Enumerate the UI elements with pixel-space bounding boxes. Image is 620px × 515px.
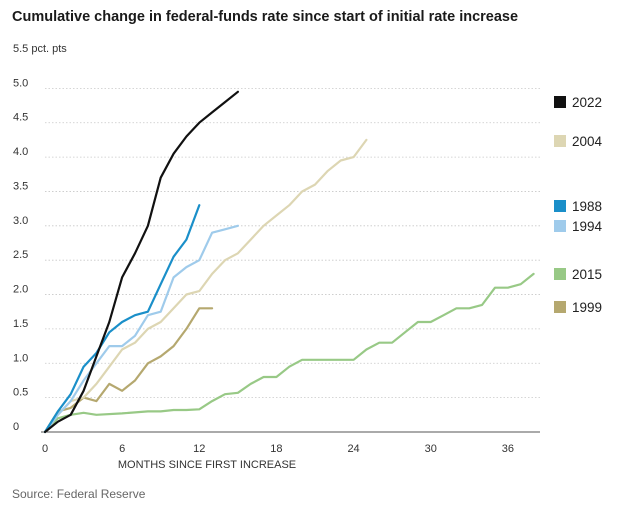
series-line-1994 — [43, 224, 239, 434]
legend-label-2015: 2015 — [572, 267, 602, 282]
series-lines — [43, 90, 535, 434]
legend-label-1994: 1994 — [572, 219, 603, 234]
y-tick-label: 2.0 — [13, 284, 28, 296]
y-tick-label: 4.0 — [13, 146, 28, 158]
y-tick-label: 4.5 — [13, 112, 28, 124]
legend-label-2004: 2004 — [572, 134, 603, 149]
series-line-2022 — [43, 90, 239, 434]
x-axis-label: MONTHS SINCE FIRST INCREASE — [118, 459, 296, 471]
y-tick-labels: 0 0.5 1.0 1.5 2.0 2.5 3.0 3.5 4.0 4.5 5.0 5.5 pct. … — [13, 43, 67, 433]
legend-label-2022: 2022 — [572, 95, 602, 110]
grid-lines — [45, 87, 540, 399]
legend: 2022 2004 1988 1994 2015 1999 — [554, 95, 603, 315]
y-tick-label: 5.0 — [13, 77, 28, 89]
legend-swatch-1994 — [554, 220, 566, 232]
series-line-2015 — [43, 272, 535, 434]
source-note: Source: Federal Reserve — [12, 487, 146, 501]
x-tick-label: 30 — [425, 443, 437, 455]
x-tick-label: 18 — [270, 443, 282, 455]
x-tick-label: 24 — [347, 443, 359, 455]
y-tick-label: 5.5 pct. pts — [13, 43, 67, 55]
x-tick-label: 0 — [42, 443, 48, 455]
y-tick-label: 2.5 — [13, 249, 28, 261]
series-line-1999 — [43, 307, 214, 434]
x-tick-label: 36 — [502, 443, 514, 455]
legend-swatch-1999 — [554, 301, 566, 313]
y-tick-label: 3.5 — [13, 180, 28, 192]
legend-swatch-2022 — [554, 96, 566, 108]
y-tick-label: 0.5 — [13, 387, 28, 399]
series-line-2004 — [43, 138, 368, 434]
x-tick-label: 6 — [119, 443, 125, 455]
legend-swatch-2004 — [554, 135, 566, 147]
legend-swatch-2015 — [554, 268, 566, 280]
y-tick-label: 1.5 — [13, 318, 28, 330]
series-line-1988 — [43, 204, 201, 434]
x-tick-label: 12 — [193, 443, 205, 455]
legend-swatch-1988 — [554, 200, 566, 212]
y-tick-label: 0 — [13, 421, 19, 433]
x-tick-labels: 0 6 12 18 24 30 36 — [42, 443, 514, 455]
y-tick-label: 1.0 — [13, 352, 28, 364]
legend-label-1999: 1999 — [572, 300, 602, 315]
y-tick-label: 3.0 — [13, 215, 28, 227]
legend-label-1988: 1988 — [572, 199, 602, 214]
chart-title: Cumulative change in federal-funds rate … — [12, 9, 519, 25]
